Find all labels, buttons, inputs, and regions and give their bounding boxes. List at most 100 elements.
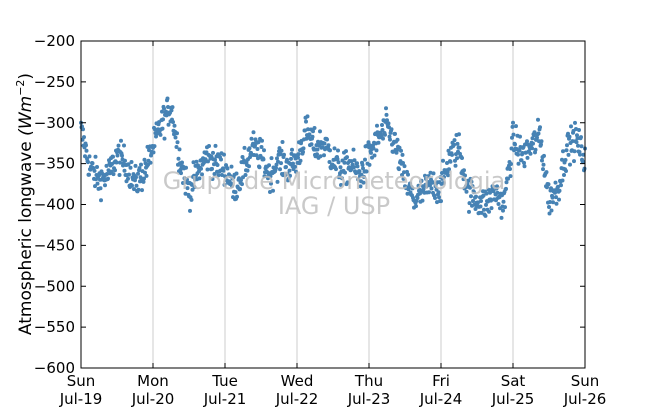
data-point [309,142,314,147]
data-point [525,139,529,144]
data-point [289,156,293,161]
data-point [516,152,520,157]
data-point [427,190,431,195]
data-point [296,152,301,157]
data-point [245,168,250,173]
data-point [401,161,405,165]
data-point [397,167,401,172]
x-tick-label-date: Jul-25 [491,390,535,408]
data-point [441,158,445,163]
data-point [469,179,474,184]
y-tick-label: −300 [34,114,75,132]
data-point [484,202,488,207]
data-point [176,156,181,161]
data-point [504,180,509,185]
data-point [437,195,441,200]
data-point [453,163,458,168]
data-point [326,143,331,148]
data-point [380,123,384,127]
data-point [298,158,303,163]
data-point [509,162,513,166]
data-point [177,147,182,152]
data-point [506,176,510,181]
data-point [491,189,496,194]
data-point [128,165,133,170]
data-point [384,112,389,117]
data-point [478,204,483,209]
data-point [115,153,120,158]
data-point [312,126,317,130]
data-point [482,207,486,212]
data-point [345,155,349,160]
data-point [160,109,164,114]
data-point [269,156,274,161]
data-point [327,160,332,164]
data-point [479,199,483,203]
data-point [141,179,146,184]
data-point [548,200,552,204]
data-point [541,162,546,167]
data-point [371,146,376,151]
data-point [501,199,506,204]
data-point [439,199,443,204]
data-point [152,144,157,149]
data-point [464,189,469,194]
data-point [269,181,273,186]
data-point [504,186,508,191]
data-point [161,117,165,122]
data-point [122,168,127,173]
data-point [395,137,400,142]
data-point [440,171,444,175]
data-point [116,143,121,148]
data-point [165,96,170,101]
data-point [554,201,559,206]
data-point [581,160,585,164]
data-point [103,183,107,188]
data-point [381,136,385,141]
y-axis-label-units: (Wm [16,96,36,136]
data-point [247,164,251,169]
data-point [151,150,156,155]
data-point [192,185,197,190]
data-point [406,172,410,177]
data-point [342,160,347,165]
data-point [240,182,244,187]
data-points [79,96,587,220]
data-point [428,170,433,175]
data-point [256,156,260,161]
data-point [304,119,308,124]
data-point [457,132,461,137]
data-point [129,160,134,164]
data-point [288,173,292,178]
x-tick-label-date: Jul-23 [347,390,391,408]
y-tick-label: −600 [34,359,75,377]
y-tick-label: −500 [34,277,75,295]
data-point [528,151,533,156]
data-point [550,195,555,200]
data-point [522,164,527,169]
data-point [572,159,576,164]
data-point [544,170,549,175]
data-point [419,178,424,183]
data-point [426,174,431,179]
data-point [383,132,387,137]
data-point [293,164,297,169]
watermark: Grupo de Micrometeorologia IAG / USP [163,167,505,220]
data-point [210,166,214,171]
data-point [574,140,579,145]
data-point [239,178,243,183]
data-point [360,162,365,167]
y-axis-label: Atmospheric longwave (Wm−2) [14,73,36,335]
data-point [364,169,369,174]
data-point [566,152,571,157]
data-point [200,172,204,177]
data-point [104,163,109,168]
data-point [140,188,144,193]
data-point [556,184,560,189]
data-point [520,151,525,155]
data-point [452,142,456,147]
data-point [174,145,179,149]
data-point [336,148,340,153]
data-point [240,155,245,159]
data-point [185,186,190,191]
